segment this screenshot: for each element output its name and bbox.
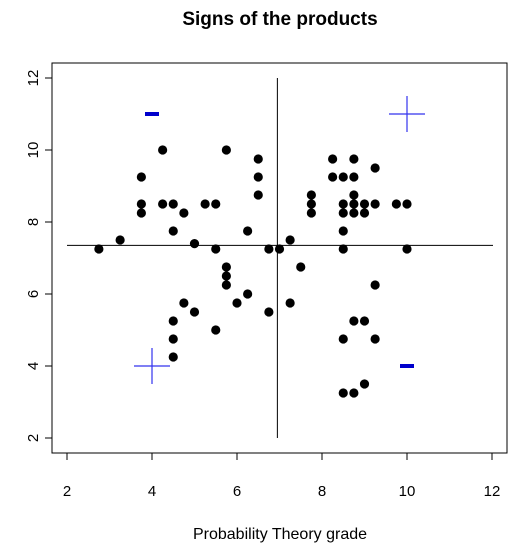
- data-point: [179, 298, 189, 308]
- y-axis: 2 4 6 8 10 12: [25, 70, 53, 442]
- y-tick-label: 6: [25, 290, 42, 298]
- plus-sign: [134, 348, 170, 384]
- data-point: [221, 262, 231, 272]
- data-point: [328, 172, 338, 182]
- data-point: [264, 244, 274, 254]
- data-point: [306, 199, 316, 209]
- data-point: [253, 154, 263, 164]
- data-point: [285, 235, 295, 245]
- y-tick-label: 10: [25, 142, 42, 159]
- data-point: [296, 262, 306, 272]
- data-point: [370, 163, 380, 173]
- data-point: [158, 145, 168, 155]
- data-point: [189, 239, 200, 249]
- data-point: [349, 208, 359, 218]
- y-tick-label: 4: [25, 362, 42, 370]
- data-point: [349, 154, 359, 164]
- x-axis: 2 4 6 8 10 12: [63, 452, 501, 500]
- data-point: [338, 388, 348, 398]
- x-tick-label: 8: [318, 483, 326, 500]
- data-point: [285, 298, 295, 308]
- data-point: [221, 280, 231, 290]
- data-point: [211, 325, 221, 335]
- data-point: [221, 271, 231, 281]
- data-point: [211, 244, 221, 254]
- reference-lines: [67, 78, 493, 438]
- data-point: [221, 145, 231, 155]
- minus-sign: [145, 112, 159, 116]
- data-point: [338, 172, 348, 182]
- data-point: [306, 190, 316, 200]
- data-point: [359, 208, 370, 218]
- data-point: [338, 199, 348, 209]
- data-point: [136, 208, 146, 218]
- data-point: [349, 190, 359, 200]
- plus-sign: [389, 96, 425, 132]
- data-point: [253, 190, 263, 200]
- data-point: [349, 316, 359, 326]
- data-point: [349, 199, 359, 209]
- data-point: [189, 307, 200, 317]
- data-point: [243, 226, 253, 236]
- data-point: [168, 199, 178, 209]
- data-point: [136, 199, 146, 209]
- data-point: [391, 199, 401, 209]
- data-point: [370, 199, 380, 209]
- y-tick-label: 2: [25, 434, 42, 442]
- data-point: [359, 379, 370, 389]
- data-point: [402, 199, 412, 209]
- chart-title: Signs of the products: [182, 9, 377, 30]
- data-points: [94, 145, 412, 398]
- data-point: [338, 334, 348, 344]
- x-tick-label: 6: [233, 483, 241, 500]
- data-point: [349, 388, 359, 398]
- x-tick-label: 10: [399, 483, 416, 500]
- data-point: [370, 280, 380, 290]
- x-tick-label: 12: [484, 483, 501, 500]
- data-point: [168, 226, 178, 236]
- quadrant-signs: [134, 96, 425, 384]
- data-point: [274, 244, 285, 254]
- data-point: [253, 172, 263, 182]
- y-tick-label: 8: [25, 218, 42, 226]
- plot-frame: [51, 62, 508, 454]
- data-point: [200, 199, 210, 209]
- x-tick-label: 4: [148, 483, 156, 500]
- data-point: [94, 244, 104, 254]
- data-point: [179, 208, 189, 218]
- data-point: [168, 316, 178, 326]
- data-point: [349, 172, 359, 182]
- data-point: [338, 244, 348, 254]
- data-point: [168, 352, 178, 362]
- data-point: [306, 208, 316, 218]
- data-point: [328, 154, 338, 164]
- x-tick-label: 2: [63, 483, 71, 500]
- data-point: [232, 298, 242, 308]
- data-point: [359, 199, 370, 209]
- data-point: [264, 307, 274, 317]
- data-point: [243, 289, 253, 299]
- data-point: [359, 316, 370, 326]
- y-tick-label: 12: [25, 70, 42, 87]
- data-point: [338, 226, 348, 236]
- data-point: [338, 208, 348, 218]
- data-point: [136, 172, 146, 182]
- data-point: [168, 334, 178, 344]
- data-point: [370, 334, 380, 344]
- data-point: [402, 244, 412, 254]
- data-point: [115, 235, 125, 245]
- minus-sign: [400, 364, 414, 368]
- x-axis-label: Probability Theory grade: [193, 526, 367, 543]
- data-point: [211, 199, 221, 209]
- data-point: [158, 199, 168, 209]
